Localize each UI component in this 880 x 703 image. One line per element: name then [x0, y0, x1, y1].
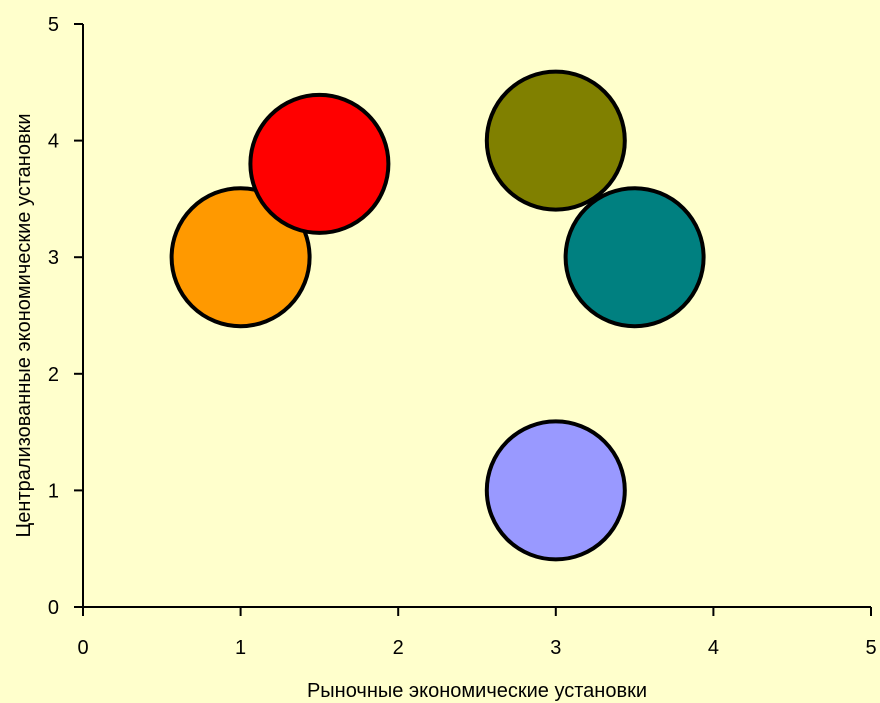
- bubble-point: [248, 92, 391, 235]
- bubble-point: [484, 69, 627, 212]
- y-axis-ticks: 0 1 2 3 4 5: [48, 14, 83, 619]
- y-tick-label: 1: [48, 480, 59, 502]
- x-tick-label: 1: [235, 637, 246, 659]
- y-axis-title: Централизованные экономические установки: [13, 113, 35, 537]
- bubble-point: [563, 186, 706, 329]
- x-tick-label: 3: [550, 637, 561, 659]
- x-tick-label: 4: [708, 637, 719, 659]
- y-tick-label: 0: [48, 597, 59, 619]
- bubble-layer: [169, 69, 706, 562]
- x-tick-label: 0: [77, 637, 88, 659]
- x-tick-label: 2: [393, 637, 404, 659]
- x-axis-ticks: 0 1 2 3 4 5: [77, 607, 877, 659]
- y-tick-label: 5: [48, 14, 59, 36]
- y-tick-label: 4: [48, 131, 59, 153]
- y-tick-label: 3: [48, 247, 59, 269]
- x-axis-title: Рыночные экономические установки: [307, 680, 647, 702]
- y-tick-label: 2: [48, 364, 59, 386]
- bubble-point: [169, 186, 312, 329]
- bubble-point: [484, 419, 627, 562]
- x-tick-label: 5: [865, 637, 876, 659]
